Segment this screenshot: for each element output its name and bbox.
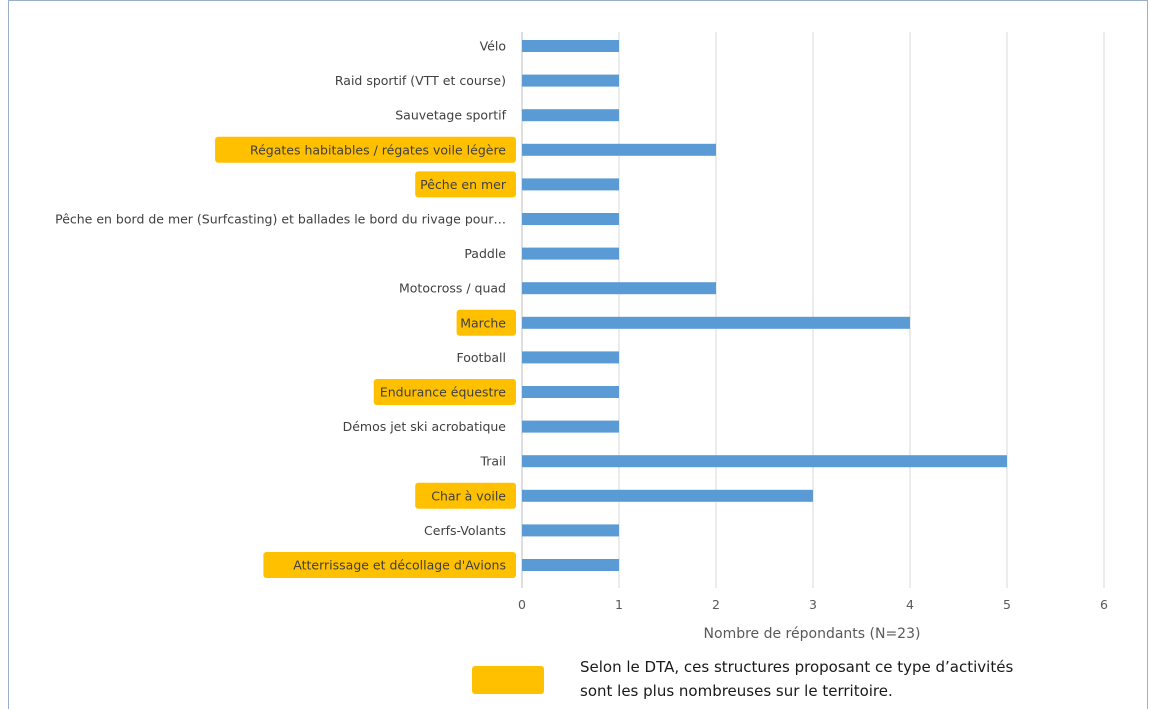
category-label: Pêche en bord de mer (Surfcasting) et ba… — [55, 212, 506, 227]
bar — [522, 247, 619, 260]
category-label: Atterrissage et décollage d'Avions — [293, 558, 506, 573]
chart-frame — [8, 0, 1148, 709]
bar — [522, 386, 619, 398]
x-tick-label: 1 — [615, 597, 623, 612]
bar — [522, 213, 619, 225]
category-label: Motocross / quad — [399, 281, 506, 296]
bar — [522, 316, 910, 329]
category-label: Endurance équestre — [380, 385, 506, 400]
category-label: Football — [457, 350, 506, 365]
bar — [522, 455, 1007, 468]
category-highlight — [415, 171, 516, 198]
bar — [522, 109, 619, 122]
x-tick-label: 5 — [1003, 597, 1011, 612]
bar — [522, 524, 619, 537]
x-axis-title: Nombre de répondants (N=23) — [704, 626, 921, 642]
category-label: Pêche en mer — [420, 177, 507, 192]
x-tick-label: 4 — [906, 597, 914, 612]
x-tick-label: 0 — [518, 597, 526, 612]
bar — [522, 282, 716, 295]
category-label: Raid sportif (VTT et course) — [335, 73, 506, 88]
bar — [522, 489, 813, 502]
x-tick-label: 3 — [809, 597, 817, 612]
legend-highlight-swatch — [472, 666, 544, 694]
category-label: Paddle — [464, 246, 506, 261]
x-tick-label: 2 — [712, 597, 720, 612]
x-tick-label: 6 — [1100, 597, 1108, 612]
category-highlight — [456, 309, 516, 336]
category-label: Vélo — [480, 39, 506, 54]
legend-text-line-2: sont les plus nombreuses sur le territoi… — [580, 682, 893, 700]
category-label: Trail — [479, 454, 506, 469]
category-label: Cerfs-Volants — [424, 523, 506, 538]
category-highlight — [415, 482, 516, 509]
bar — [522, 559, 619, 571]
bar — [522, 74, 619, 87]
bar — [522, 143, 716, 156]
category-highlight — [373, 379, 516, 405]
bar — [522, 40, 619, 52]
bar — [522, 351, 619, 364]
category-label: Char à voile — [431, 488, 506, 503]
bar — [522, 420, 619, 433]
bar — [522, 178, 619, 191]
category-highlight — [215, 136, 516, 163]
legend-text: Selon le DTA, ces structures proposant c… — [580, 655, 1100, 703]
category-highlight — [263, 552, 516, 578]
legend-text-line-1: Selon le DTA, ces structures proposant c… — [580, 658, 1014, 676]
category-label: Sauvetage sportif — [395, 108, 506, 123]
category-label: Démos jet ski acrobatique — [343, 419, 507, 434]
category-label: Marche — [460, 315, 506, 330]
category-label: Régates habitables / régates voile légèr… — [250, 142, 506, 157]
